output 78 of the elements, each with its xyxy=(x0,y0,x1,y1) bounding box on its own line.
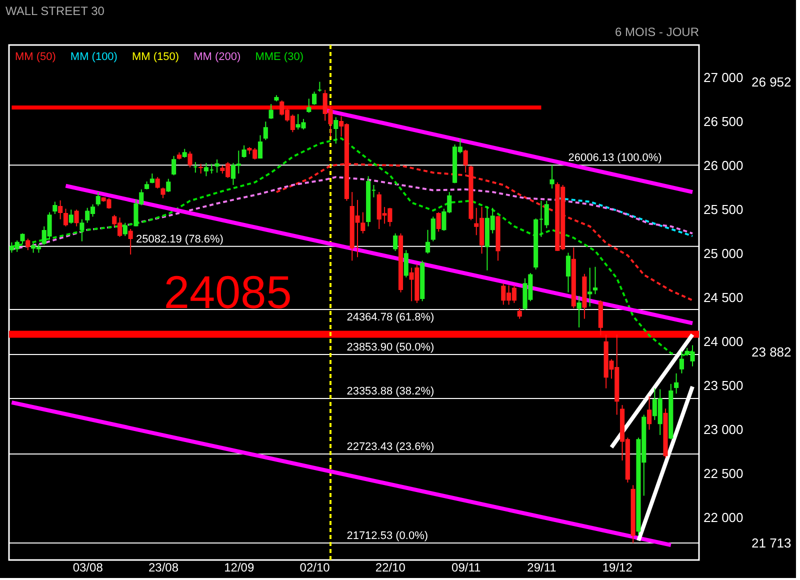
x-tick-label: 19/12 xyxy=(602,560,633,574)
x-tick-label: 09/11 xyxy=(452,560,481,574)
candlestick xyxy=(242,144,246,158)
candlestick xyxy=(58,200,63,220)
candlestick xyxy=(214,158,220,174)
ref-line-label: 22723.43 (23.6%) xyxy=(346,441,434,454)
candlestick xyxy=(592,266,598,295)
candlestick xyxy=(198,163,204,174)
ref-line-label: 24085 xyxy=(164,266,292,318)
x-tick-label: 02/10 xyxy=(300,560,330,574)
y-tick-label: 25 500 xyxy=(704,202,744,218)
candlestick xyxy=(588,267,592,307)
candlestick xyxy=(263,121,268,141)
ref-line-label: 23853.90 (50.0%) xyxy=(346,342,434,354)
candlestick xyxy=(20,232,25,244)
ref-line-label: 23353.88 (38.2%) xyxy=(346,386,434,398)
chart-subtitle: 6 MOIS - JOUR xyxy=(614,25,700,39)
y-tick-label: 22 000 xyxy=(704,510,744,526)
candlestick xyxy=(679,350,684,374)
candlestick xyxy=(463,149,468,174)
x-tick-label: 22/10 xyxy=(375,560,406,574)
candlestick xyxy=(674,372,679,394)
text: MM (50) xyxy=(15,51,56,63)
candlestick xyxy=(436,212,441,232)
candlestick xyxy=(96,192,100,207)
y-tick-label: 26 500 xyxy=(704,114,744,130)
text: MM (200) xyxy=(194,51,241,63)
candlestick xyxy=(128,228,133,256)
candlestick xyxy=(566,252,571,293)
candlestick xyxy=(166,178,171,193)
candlestick xyxy=(576,295,582,328)
candlestick xyxy=(393,232,398,252)
y-tick-label: 24 000 xyxy=(704,334,744,350)
candlestick xyxy=(517,308,522,320)
candlestick xyxy=(360,212,366,234)
y-tick-label: 25 000 xyxy=(704,246,744,262)
y-tick-label: 23 500 xyxy=(704,378,744,394)
ref-line-label: 26006.13 (100.0%) xyxy=(568,152,662,164)
text: MME (30) xyxy=(255,51,304,63)
y-tick-label: 23 000 xyxy=(704,422,744,438)
y-tick-label: 24 500 xyxy=(704,290,744,306)
x-tick-label: 03/08 xyxy=(72,560,104,574)
candlestick xyxy=(188,151,192,168)
candlestick xyxy=(160,187,166,199)
y2-tick-label: 26 952 xyxy=(752,74,792,90)
candlestick xyxy=(404,250,408,278)
candlestick xyxy=(63,208,68,227)
candlestick xyxy=(306,98,312,114)
candlestick xyxy=(334,116,338,144)
x-tick-label: 12/09 xyxy=(224,560,254,574)
y2-tick-label: 21 713 xyxy=(752,536,792,551)
candlestick xyxy=(74,209,79,227)
y-tick-label: 27 000 xyxy=(704,70,744,86)
candlestick xyxy=(312,91,317,106)
candlestick xyxy=(68,209,74,224)
candlestick xyxy=(52,201,58,215)
y2-tick-label: 23 882 xyxy=(752,344,792,360)
legend-label: MM (150) xyxy=(132,51,180,63)
y-tick-label: 22 500 xyxy=(704,466,744,482)
candlestick xyxy=(122,222,128,237)
candlestick xyxy=(550,164,554,189)
ref-line-label: 25082.19 (78.6%) xyxy=(136,233,224,246)
candlestick xyxy=(172,155,176,176)
candlestick xyxy=(425,229,430,254)
x-tick-label: 29/11 xyxy=(527,560,557,574)
candlestick xyxy=(430,216,436,242)
candlestick xyxy=(258,134,263,160)
chart-title: WALL STREET 30 xyxy=(6,4,105,18)
candlestick xyxy=(647,396,652,430)
candlestick xyxy=(26,238,30,251)
x-tick-label: 23/08 xyxy=(148,560,179,574)
candlestick xyxy=(155,176,160,189)
y-tick-label: 26 000 xyxy=(704,158,744,174)
candlestick xyxy=(80,218,84,242)
ref-line-label: 21712.53 (0.0%) xyxy=(346,530,428,542)
ref-line-label: 24364.78 (61.8%) xyxy=(346,312,434,324)
text: MM (100) xyxy=(70,51,118,63)
candlestick xyxy=(268,103,274,120)
